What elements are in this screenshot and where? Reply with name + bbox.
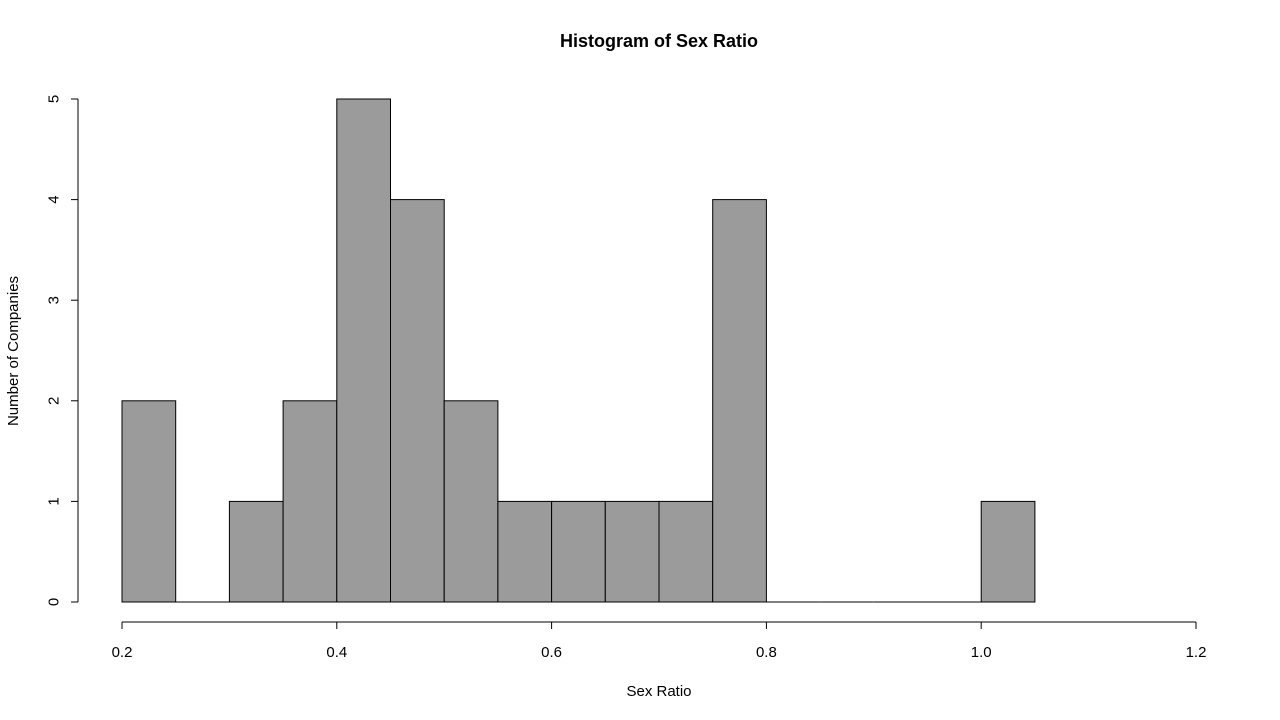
- y-tick-label-4: 4: [46, 195, 63, 203]
- x-tick-label-5: 1.2: [1186, 644, 1207, 661]
- histogram-bar-0: [121, 400, 177, 603]
- x-axis-label: Sex Ratio: [626, 683, 691, 700]
- chart-title: Histogram of Sex Ratio: [560, 31, 758, 51]
- x-tick-label-4: 1.0: [971, 644, 992, 661]
- y-tick-label-2: 2: [46, 397, 63, 405]
- histogram-bar-10: [658, 500, 714, 603]
- histogram-bar-11: [712, 199, 767, 603]
- y-tick-label-0: 0: [46, 598, 63, 606]
- y-axis: 0 1 2 3 4 5: [46, 95, 79, 606]
- histogram-bar-7: [497, 500, 553, 603]
- x-tick-label-3: 0.8: [756, 644, 777, 661]
- y-tick-label-3: 3: [46, 296, 63, 304]
- x-tick-label-0: 0.2: [112, 644, 133, 661]
- x-tick-label-1: 0.4: [326, 644, 347, 661]
- histogram-bar-9: [604, 500, 660, 603]
- histogram-bar-8: [551, 500, 606, 603]
- histogram-bar-2: [228, 500, 284, 603]
- x-tick-label-2: 0.6: [541, 644, 562, 661]
- y-tick-label-5: 5: [46, 95, 63, 103]
- histogram-bar-6: [443, 400, 499, 603]
- histogram-bar-4: [336, 98, 391, 603]
- histogram-bar-16: [980, 500, 1036, 603]
- bars-group: [121, 98, 1036, 603]
- histogram-bar-5: [390, 199, 445, 603]
- y-axis-label: Number of Companies: [5, 276, 22, 426]
- x-axis: 0.2 0.4 0.6 0.8 1.0 1.2: [112, 621, 1207, 661]
- histogram-bar-3: [282, 400, 338, 603]
- y-tick-label-1: 1: [46, 497, 63, 505]
